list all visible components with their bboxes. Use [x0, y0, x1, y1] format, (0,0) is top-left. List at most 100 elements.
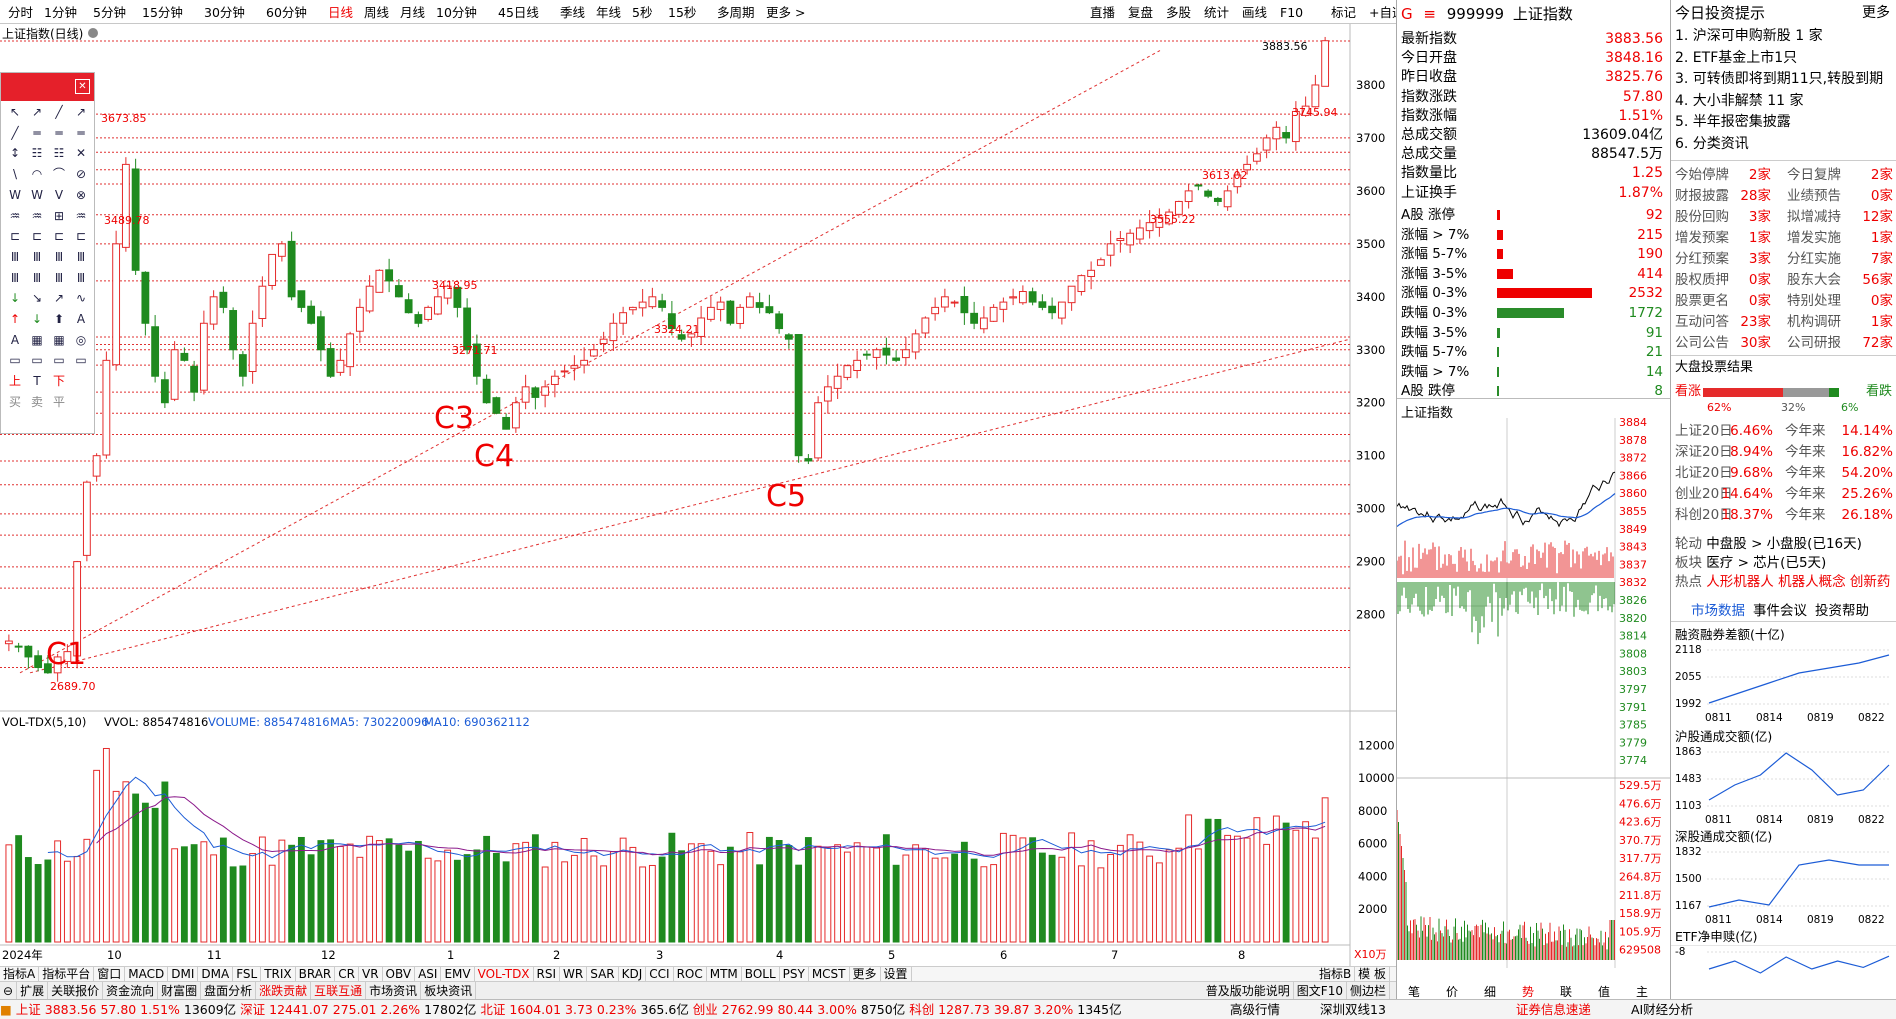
- toolbar-right-4[interactable]: 画线: [1242, 5, 1268, 20]
- status-icon[interactable]: ■: [0, 1002, 16, 1017]
- indicator-tab-17[interactable]: SAR: [587, 967, 619, 981]
- indicator-tab-right-1[interactable]: 模 板: [1355, 967, 1390, 981]
- rotation-value[interactable]: 医疗 > 芯片(已5天): [1702, 555, 1827, 571]
- expand-icon[interactable]: ⊖: [0, 982, 18, 999]
- kline-chart-area[interactable]: 上证指数(日线) 2800 2900 3000 3100 3200 3300 3400 3500…: [0, 24, 1396, 982]
- intraday-tab-4[interactable]: 联: [1560, 985, 1573, 999]
- draw-tool-43[interactable]: A: [76, 312, 86, 326]
- period-3[interactable]: 15分钟: [142, 5, 183, 20]
- indicator-tab-7[interactable]: TRIX: [261, 967, 296, 981]
- draw-tool-56[interactable]: 买: [8, 394, 21, 409]
- cal-label[interactable]: 互动问答: [1675, 314, 1729, 330]
- period-4[interactable]: 30分钟: [204, 5, 245, 20]
- draw-tool-46[interactable]: ▦: [53, 332, 65, 347]
- draw-tool-28[interactable]: Ⅲ: [10, 249, 20, 264]
- kline-chart-svg[interactable]: 上证指数(日线) 2800 2900 3000 3100 3200 3300 3400 3500…: [0, 24, 1396, 982]
- draw-tool-11[interactable]: ✕: [75, 146, 87, 161]
- indicator-tab-12[interactable]: ASI: [415, 967, 442, 981]
- indicator-tab-8[interactable]: BRAR: [296, 967, 336, 981]
- intraday-tab-6[interactable]: 主: [1636, 985, 1649, 999]
- drawing-toolbox[interactable]: ✕ ↖ ↗ ╱ ↗ ╱ ═ ═ ═ ↕ ☷ ☷ ✕ \ ◠ ⌒ ⊘ W W V ⊗ ♒ ♒ ⊞ ♒ ⊏ ⊏ ⊏ ⊏ Ⅲ Ⅲ Ⅲ Ⅲ Ⅲ Ⅲ Ⅲ Ⅲ ↓ ↘…: [0, 72, 95, 434]
- cal-label[interactable]: 增发实施: [1787, 230, 1841, 246]
- status-right-item[interactable]: 证券信息速递: [1515, 1002, 1591, 1017]
- draw-tool-35[interactable]: Ⅲ: [76, 270, 86, 285]
- draw-tool-40[interactable]: ↑: [9, 312, 21, 326]
- draw-tool-52[interactable]: 上: [8, 374, 21, 389]
- ext-tab-1[interactable]: 关联报价: [48, 982, 104, 999]
- draw-tool-17[interactable]: W: [31, 187, 43, 202]
- toolbar-right-1[interactable]: 复盘: [1128, 5, 1154, 20]
- tip-item[interactable]: 6. 分类资讯: [1675, 135, 1749, 152]
- draw-tool-42[interactable]: ⬆: [53, 312, 65, 326]
- tip-item[interactable]: 3. 可转债即将到期11只,转股到期: [1675, 71, 1884, 87]
- draw-tool-34[interactable]: Ⅲ: [54, 270, 64, 285]
- period-10[interactable]: 45日线: [498, 5, 539, 20]
- ext-tab-right-2[interactable]: 侧边栏: [1347, 982, 1390, 999]
- cal-label[interactable]: 财报披露: [1675, 188, 1729, 204]
- cal-label[interactable]: 公司公告: [1675, 335, 1729, 351]
- toolbar-right-6[interactable]: 标记: [1331, 5, 1357, 20]
- period-5[interactable]: 60分钟: [266, 5, 307, 20]
- ext-tab-5[interactable]: 涨跌贡献: [256, 982, 312, 999]
- indicator-tab-2[interactable]: 窗口: [94, 967, 126, 981]
- draw-tool-10[interactable]: ☷: [53, 146, 65, 161]
- cal-label[interactable]: 机构调研: [1787, 314, 1841, 330]
- cal-label[interactable]: 公司研报: [1787, 335, 1841, 351]
- cal-label[interactable]: 股东大会: [1787, 272, 1841, 288]
- indicator-tab-13[interactable]: EMV: [441, 967, 475, 981]
- draw-tool-29[interactable]: Ⅲ: [32, 249, 42, 264]
- draw-tool-49[interactable]: ▭: [31, 353, 43, 368]
- draw-tool-38[interactable]: ↗: [53, 291, 65, 306]
- draw-tool-58[interactable]: 平: [52, 394, 65, 409]
- cal-label[interactable]: 拟增减持: [1787, 209, 1841, 225]
- intraday-tab-5[interactable]: 值: [1598, 985, 1611, 999]
- draw-tool-13[interactable]: ◠: [31, 167, 43, 182]
- rotation-value[interactable]: 中盘股 > 小盘股(已16天): [1702, 536, 1862, 552]
- period-16[interactable]: 更多 >: [766, 5, 806, 20]
- period-8[interactable]: 月线: [400, 5, 426, 20]
- draw-tool-4[interactable]: ╱: [11, 125, 19, 140]
- draw-tool-2[interactable]: ╱: [55, 105, 63, 119]
- indicator-tab-18[interactable]: KDJ: [619, 967, 647, 981]
- cal-label[interactable]: 分红实施: [1787, 251, 1841, 267]
- intraday-tab-1[interactable]: 价: [1446, 985, 1459, 999]
- draw-tool-20[interactable]: ♒: [9, 208, 21, 223]
- indicator-tab-16[interactable]: WR: [560, 967, 588, 981]
- rotation-value[interactable]: 人形机器人 机器人概念 创新药: [1702, 574, 1891, 590]
- toolbar-right-5[interactable]: F10: [1280, 5, 1304, 20]
- status-right-item[interactable]: 深圳双线13: [1320, 1002, 1386, 1017]
- draw-tool-57[interactable]: 卖: [30, 394, 43, 409]
- cal-label[interactable]: 股权质押: [1675, 272, 1729, 288]
- indicator-tab-6[interactable]: FSL: [233, 967, 262, 981]
- cal-label[interactable]: 今始停牌: [1675, 167, 1729, 183]
- draw-tool-14[interactable]: ⌒: [52, 167, 65, 182]
- market-tab-2[interactable]: 投资帮助: [1815, 603, 1869, 619]
- cal-label[interactable]: 增发预案: [1675, 230, 1729, 246]
- toolbar-right-7[interactable]: +自选: [1369, 5, 1405, 20]
- period-13[interactable]: 5秒: [632, 5, 653, 20]
- toolbar-right-2[interactable]: 多股: [1166, 5, 1192, 20]
- draw-tool-7[interactable]: ═: [77, 125, 85, 140]
- indicator-tab-4[interactable]: DMI: [168, 967, 199, 981]
- tip-item[interactable]: 1. 沪深可申购新股 1 家: [1675, 28, 1823, 44]
- period-7[interactable]: 周线: [364, 5, 390, 20]
- cal-label[interactable]: 特别处理: [1787, 293, 1841, 309]
- toolbar-right-3[interactable]: 统计: [1204, 5, 1230, 20]
- draw-tool-19[interactable]: ⊗: [75, 187, 87, 202]
- indicator-tab-19[interactable]: CCI: [646, 967, 674, 981]
- cal-label[interactable]: 股票更名: [1675, 293, 1729, 309]
- indicator-tab-3[interactable]: MACD: [125, 967, 169, 981]
- draw-tool-36[interactable]: ↓: [9, 291, 21, 306]
- draw-tool-37[interactable]: ↘: [31, 291, 43, 306]
- draw-tool-54[interactable]: 下: [52, 374, 65, 389]
- draw-tool-25[interactable]: ⊏: [31, 229, 43, 244]
- ext-tab-4[interactable]: 盘面分析: [201, 982, 257, 999]
- indicator-tab-0[interactable]: 指标A: [0, 967, 40, 981]
- draw-tool-1[interactable]: ↗: [31, 105, 43, 119]
- ext-tab-right-1[interactable]: 图文F10: [1294, 982, 1347, 999]
- indicator-tab-right-0[interactable]: 指标B: [1316, 967, 1356, 981]
- draw-tool-23[interactable]: ♒: [75, 208, 87, 223]
- intraday-tab-2[interactable]: 细: [1484, 985, 1497, 999]
- tips-more-link[interactable]: 更多: [1862, 5, 1890, 21]
- cal-label[interactable]: 今日复牌: [1787, 167, 1841, 183]
